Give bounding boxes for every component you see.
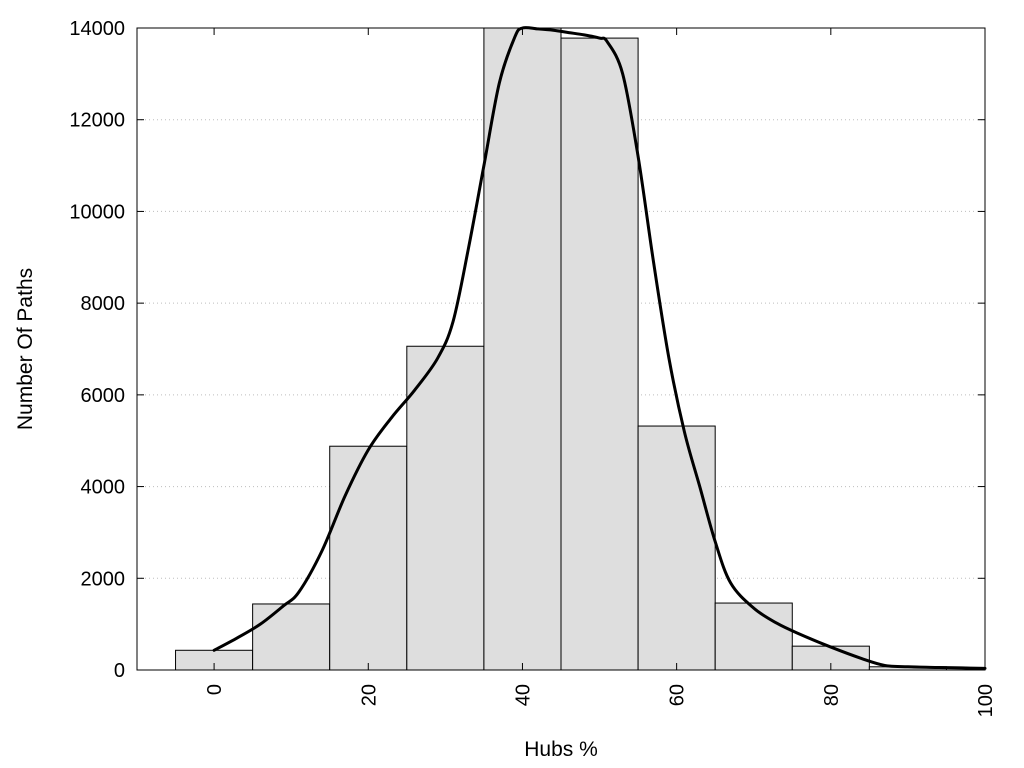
bar-5 xyxy=(560,37,639,671)
y-tick-label-4: 8000 xyxy=(81,293,126,315)
y-axis: 0 2000 4000 6000 8000 10000 12000 14000 xyxy=(69,18,985,682)
x-axis-title: Hubs % xyxy=(524,738,598,761)
x-tick-label-5: 100 xyxy=(975,684,997,717)
y-tick-label-5: 10000 xyxy=(69,201,125,223)
y-tick-label-1: 2000 xyxy=(81,568,126,590)
bar-6 xyxy=(637,425,716,671)
y-tick-label-7: 14000 xyxy=(69,18,125,40)
bar-4 xyxy=(483,27,562,671)
y-tick-label-2: 4000 xyxy=(81,477,126,499)
bar-2 xyxy=(329,445,408,671)
x-tick-label-0: 0 xyxy=(204,684,226,695)
y-tick-label-6: 12000 xyxy=(69,110,125,132)
plot-frame xyxy=(136,27,986,671)
y-axis-title: Number Of Paths xyxy=(14,268,37,430)
y-tick-label-3: 6000 xyxy=(81,385,126,407)
y-tick-label-0: 0 xyxy=(114,660,125,682)
x-tick-label-3: 60 xyxy=(667,684,689,706)
x-axis: 0 20 40 60 80 100 xyxy=(204,28,997,717)
bar-7 xyxy=(714,602,793,671)
bar-3 xyxy=(406,345,485,671)
bar-1 xyxy=(252,603,331,671)
x-tick-label-4: 80 xyxy=(821,684,843,706)
histogram-bars xyxy=(175,27,947,671)
density-curve xyxy=(212,26,987,670)
x-tick-label-1: 20 xyxy=(358,684,380,706)
x-tick-label-2: 40 xyxy=(512,684,534,706)
